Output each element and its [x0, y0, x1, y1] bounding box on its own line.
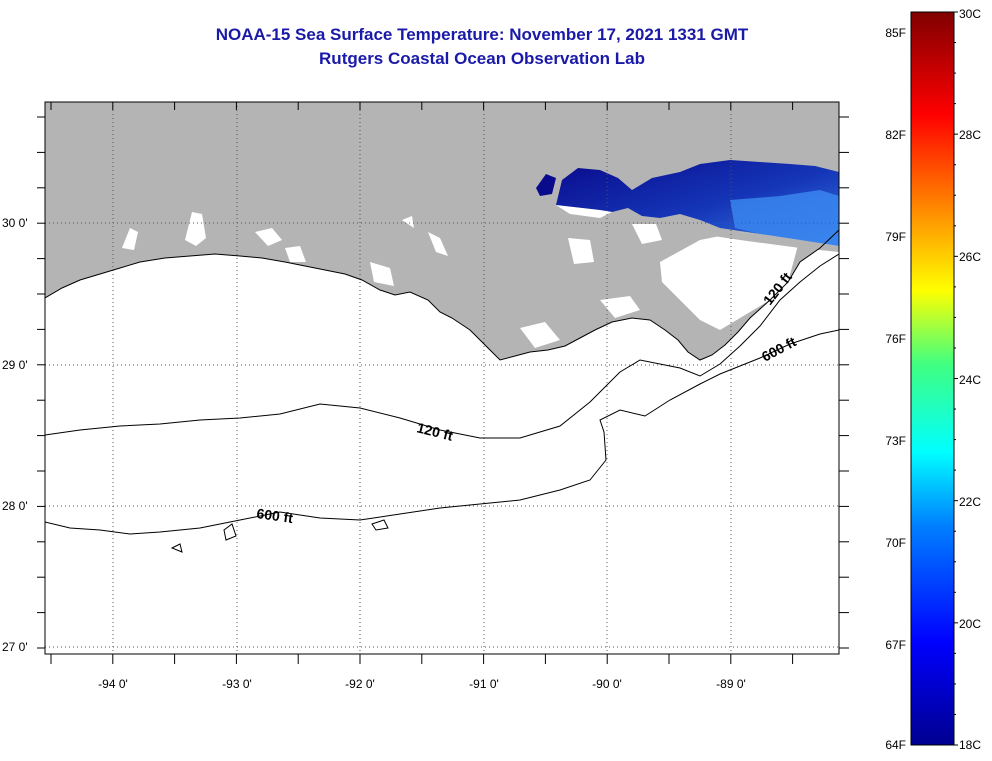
lake — [402, 216, 414, 228]
lon-label: -90 0' — [592, 677, 622, 691]
axis-ticks — [37, 102, 849, 664]
lat-label: 29 0' — [2, 358, 28, 372]
map-subtitle: Rutgers Coastal Ocean Observation Lab — [319, 49, 645, 68]
colorbar-c-label: 20C — [959, 617, 981, 631]
contour-120ft — [45, 253, 839, 439]
lat-label: 30 0' — [2, 216, 28, 230]
lon-label: -94 0' — [98, 677, 128, 691]
contour-600ft-island — [371, 519, 389, 531]
contour-600ft — [45, 329, 839, 535]
lake — [428, 232, 448, 256]
lake — [185, 212, 206, 246]
colorbar-c-label: 26C — [959, 250, 981, 264]
colorbar-c-label: 22C — [959, 495, 981, 509]
contour-600ft-island — [170, 543, 183, 553]
graticule — [45, 102, 839, 654]
lon-label: -92 0' — [345, 677, 375, 691]
map-title: NOAA-15 Sea Surface Temperature: Novembe… — [215, 25, 749, 44]
lake — [568, 238, 594, 264]
lon-label: -93 0' — [222, 677, 252, 691]
colorbar-f-label: 67F — [885, 638, 906, 652]
coastline — [45, 229, 839, 361]
colorbar-f-label: 85F — [885, 26, 906, 40]
lake — [632, 224, 662, 244]
sst-swath — [536, 174, 556, 196]
sst-swath — [730, 190, 839, 246]
colorbar-c-label: 30C — [959, 7, 981, 21]
sst-swath — [556, 205, 612, 218]
contour-label-600ft: 600 ft — [256, 505, 295, 526]
lake — [122, 228, 138, 250]
lake — [370, 262, 394, 286]
colorbar-c-label: 28C — [959, 128, 981, 142]
land-mass — [45, 102, 839, 360]
colorbar: 85F 82F 79F 76F 73F 70F 67F 64F 30C 28C … — [885, 7, 981, 752]
colorbar-gradient — [910, 11, 955, 746]
delta-water — [520, 322, 560, 348]
lat-label: 28 0' — [2, 499, 28, 513]
colorbar-f-label: 76F — [885, 332, 906, 346]
colorbar-c-label: 18C — [959, 738, 981, 752]
delta-water — [660, 232, 800, 330]
sst-swath — [700, 228, 839, 252]
lat-label: 27 0' — [2, 640, 28, 654]
lake — [255, 228, 282, 246]
colorbar-f-label: 70F — [885, 536, 906, 550]
lon-label: -91 0' — [469, 677, 499, 691]
colorbar-f-label: 79F — [885, 230, 906, 244]
colorbar-f-label: 82F — [885, 128, 906, 142]
delta-water — [600, 296, 640, 318]
colorbar-f-label: 73F — [885, 434, 906, 448]
contour-600ft-island — [223, 523, 237, 541]
colorbar-c-label: 24C — [959, 373, 981, 387]
map-frame — [44, 101, 840, 655]
lon-label: -89 0' — [716, 677, 746, 691]
colorbar-f-label: 64F — [885, 738, 906, 752]
lake — [285, 246, 306, 262]
